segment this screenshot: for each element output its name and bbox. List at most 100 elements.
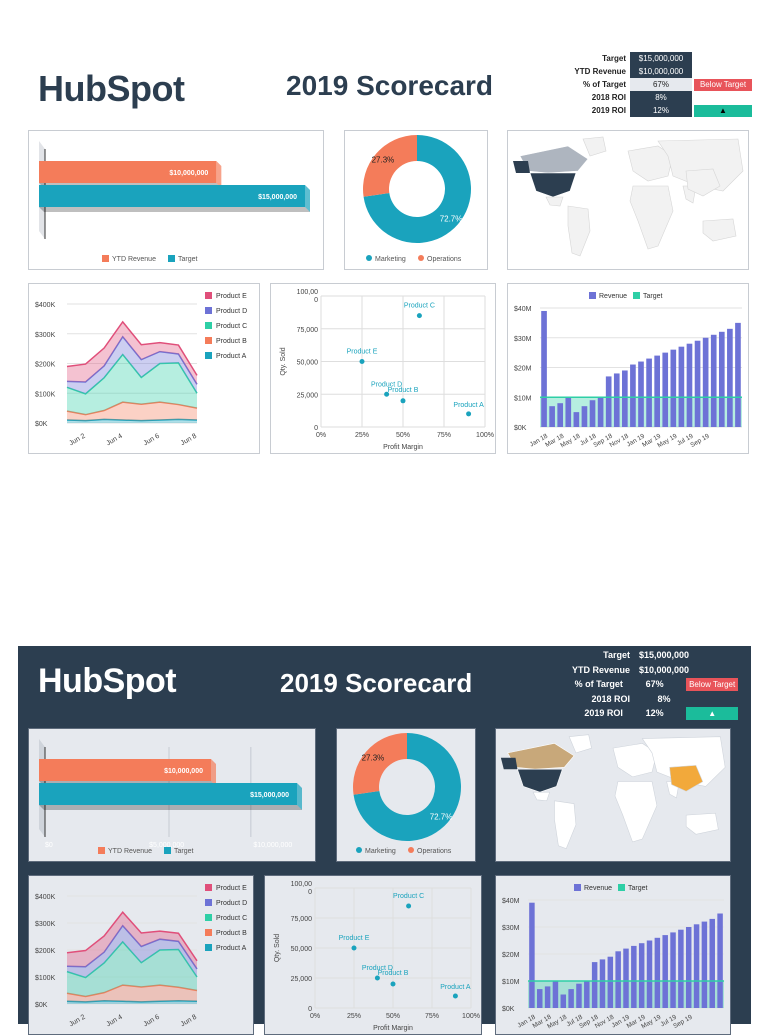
china-shape <box>669 765 704 792</box>
legend-swatch <box>205 914 212 921</box>
legend-label: Target <box>628 885 648 892</box>
y-tick-label: 25,000 <box>291 976 313 983</box>
area-card: $0K $100K $200K $300K $400K Jun 2 Jun 4 Jun 6 Ju… <box>28 283 260 454</box>
kpi-value: 8% <box>630 91 692 104</box>
legend-label: Product B <box>216 338 247 345</box>
target-bar-bottom <box>39 805 302 810</box>
revenue-bar <box>662 935 668 1008</box>
revenue-bar <box>615 951 621 1008</box>
x-tick-label: Jun 4 <box>105 1014 123 1029</box>
bar-data-label: $10,000,000 <box>169 170 208 177</box>
profit-scatter-chart: 0% 25% 50% 75% 100% 0 25,000 50,000 75,000 100,00… <box>280 289 494 451</box>
legend-label: Product D <box>216 308 247 315</box>
kpi-row: % of Target 67% Below Target <box>560 78 752 91</box>
target-bar <box>39 783 297 805</box>
y-tick-label: $400K <box>35 302 56 309</box>
revenue-bar <box>576 983 582 1008</box>
australia-shape <box>685 812 719 835</box>
page-title: 2019 Scorecard <box>286 70 494 101</box>
bar-data-label: $15,000,000 <box>258 194 297 201</box>
y-tick-label: $0K <box>35 421 48 428</box>
x-axis-label: Profit Margin <box>373 1025 413 1032</box>
marketing-slice <box>363 135 471 243</box>
africa-shape <box>629 185 674 250</box>
legend-label: Product C <box>216 323 247 330</box>
y-tick-label: 0 <box>308 1006 312 1013</box>
product-d-area <box>67 925 197 978</box>
map-card-dark <box>495 728 731 862</box>
legend-swatch <box>356 847 362 853</box>
kpi-value: $15,000,000 <box>630 52 692 65</box>
legend-label: Operations <box>417 848 452 855</box>
kpi-label: % of Target <box>583 80 626 89</box>
hubspot-logo-dark: HubSpot <box>38 662 177 700</box>
y-tick-label: $10M <box>514 395 532 402</box>
revenue-column-card-dark: $0K $10M $20M $30M $40M Jan 18 Mar 18 May 18 Jul… <box>495 875 731 1035</box>
revenue-bar <box>573 412 580 427</box>
revenue-bar <box>597 397 604 427</box>
legend-label: Product A <box>216 353 247 360</box>
scatter-card-dark: 0% 25% 50% 75% 100% 0 25,000 50,000 75,000 100,00… <box>264 875 482 1035</box>
scatter-point <box>400 398 406 404</box>
y-tick-label: $30M <box>514 336 532 343</box>
kpi-status-badge: Below Target <box>694 78 752 91</box>
product-b-line <box>66 401 198 416</box>
product-b-line <box>66 984 198 998</box>
kpi-row: YTD Revenue $10,000,000 <box>538 663 738 678</box>
point-label: Product C <box>393 893 424 900</box>
legend-swatch <box>205 944 212 951</box>
revenue-bar <box>727 328 733 427</box>
kpi-status-badge: ▲ <box>686 706 738 720</box>
mexico-shape <box>545 196 564 207</box>
x-tick-label: Jun 2 <box>68 433 86 448</box>
product-e-line <box>66 911 198 962</box>
legend-swatch <box>205 352 212 359</box>
mexico-shape <box>532 791 551 802</box>
x-tick-label: Jun 8 <box>180 1014 198 1029</box>
revenue-target-bar-card: $10,000,000 $15,000,000 YTD Revenue Target <box>28 130 324 270</box>
x-tick-label: 25% <box>347 1013 361 1020</box>
revenue-bar <box>560 994 567 1008</box>
revenue-bar <box>529 902 535 1008</box>
y-tick-label: 100,00 <box>297 289 319 296</box>
kpi-row: 2019 ROI 12% ▲ <box>538 706 738 721</box>
map-card <box>507 130 749 270</box>
product-a-line <box>66 1000 198 1003</box>
kpi-label: Target <box>602 54 626 63</box>
donut-card-dark: 72.7% 27.3% Marketing Operations <box>336 728 476 862</box>
product-e-line <box>66 320 198 376</box>
y-tick-label: 0 <box>314 425 318 432</box>
revenue-bar <box>622 370 628 427</box>
legend-swatch <box>205 337 212 344</box>
united-states-shape <box>517 768 563 793</box>
australia-shape <box>702 218 737 242</box>
x-tick-label: $10,000,000 <box>253 842 292 849</box>
revenue-bar <box>557 403 564 427</box>
revenue-bar <box>662 352 669 427</box>
x-tick-label: Jun 8 <box>180 433 198 448</box>
x-axis-label: Profit Margin <box>383 444 423 451</box>
revenue-bar <box>718 331 725 427</box>
product-e-area <box>67 912 197 969</box>
x-tick-label: Jun 6 <box>143 1014 161 1029</box>
product-d-line <box>66 924 198 970</box>
y-axis-label: Qty. Sold <box>274 934 281 962</box>
product-a-line <box>66 418 198 422</box>
revenue-bar <box>735 322 741 427</box>
x-tick-label: $0 <box>45 842 53 849</box>
marketing-slice <box>353 733 461 841</box>
legend-label: Product E <box>216 885 247 892</box>
x-tick-label: 50% <box>386 1013 400 1020</box>
kpi-row: 2018 ROI 8% <box>560 91 752 104</box>
revenue-bar <box>591 962 598 1008</box>
scatter-point <box>351 945 357 951</box>
revenue-bar <box>589 400 596 427</box>
legend-label: Product E <box>216 293 247 300</box>
africa-shape <box>614 781 658 843</box>
revenue-bar <box>654 937 661 1008</box>
y-tick-label: 25,000 <box>297 392 319 399</box>
legend-swatch <box>408 847 414 853</box>
point-label: Product C <box>404 303 435 310</box>
scatter-point <box>406 903 412 909</box>
